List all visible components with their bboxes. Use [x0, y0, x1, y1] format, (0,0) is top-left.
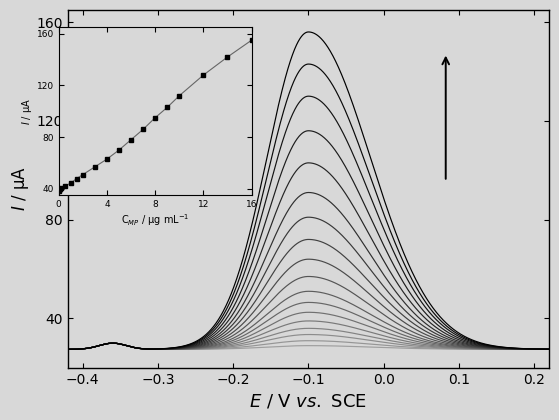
X-axis label: C$_{MP}$ / μg mL$^{-1}$: C$_{MP}$ / μg mL$^{-1}$ — [121, 212, 190, 228]
Y-axis label: $I$ / μA: $I$ / μA — [10, 166, 31, 211]
Y-axis label: $I$ / μA: $I$ / μA — [20, 98, 34, 125]
X-axis label: $E$ / V $vs.$ SCE: $E$ / V $vs.$ SCE — [249, 392, 367, 410]
